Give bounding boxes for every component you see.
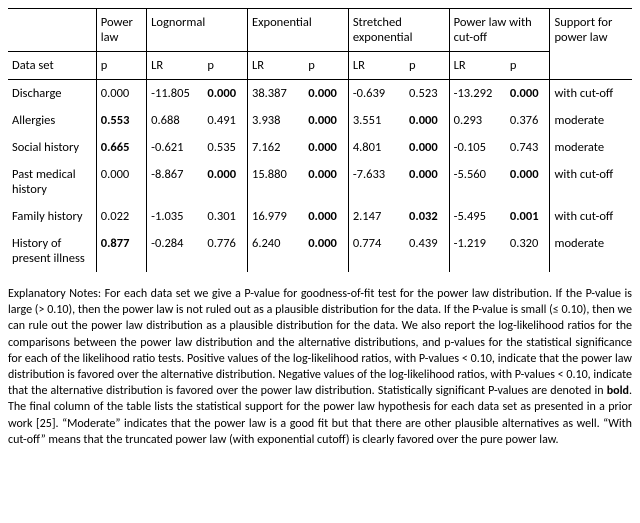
subcol-lr: LR xyxy=(449,52,506,80)
support-label: with cut-off xyxy=(550,161,632,203)
support-label: with cut-off xyxy=(550,80,632,108)
exponential-p: 0.000 xyxy=(304,80,348,108)
col-exponential: Exponential xyxy=(247,9,348,52)
support-label: moderate xyxy=(550,134,632,161)
exponential-p: 0.000 xyxy=(304,107,348,134)
powerlaw-p: 0.665 xyxy=(96,134,146,161)
exponential-p: 0.000 xyxy=(304,230,348,272)
stretched-lr: 2.147 xyxy=(348,203,405,230)
lognormal-lr: -1.035 xyxy=(147,203,204,230)
col-dataset: Data set xyxy=(8,52,96,80)
subcol-lr: LR xyxy=(147,52,204,80)
cutoff-p: 0.001 xyxy=(506,203,550,230)
table-row: Discharge0.000-11.8050.00038.3870.000-0.… xyxy=(8,80,632,108)
lognormal-lr: -8.867 xyxy=(147,161,204,203)
cutoff-lr: -5.495 xyxy=(449,203,506,230)
col-lognormal: Lognormal xyxy=(147,9,248,52)
exponential-p: 0.000 xyxy=(304,134,348,161)
support-label: moderate xyxy=(550,107,632,134)
stretched-p: 0.000 xyxy=(405,134,449,161)
dataset-label: History of present illness xyxy=(8,230,96,272)
stretched-p: 0.523 xyxy=(405,80,449,108)
cutoff-lr: -5.560 xyxy=(449,161,506,203)
dataset-label: Past medical history xyxy=(8,161,96,203)
subcol-lr: LR xyxy=(348,52,405,80)
table-row: History of present illness0.877-0.2840.7… xyxy=(8,230,632,272)
table-row: Allergies0.5530.6880.4913.9380.0003.5510… xyxy=(8,107,632,134)
lognormal-lr: -0.621 xyxy=(147,134,204,161)
exponential-p: 0.000 xyxy=(304,161,348,203)
subcol-p: p xyxy=(96,52,146,80)
col-support: Support for power law xyxy=(550,9,632,80)
subcol-p: p xyxy=(203,52,247,80)
cutoff-lr: 0.293 xyxy=(449,107,506,134)
cutoff-p: 0.743 xyxy=(506,134,550,161)
dataset-label: Social history xyxy=(8,134,96,161)
cutoff-lr: -13.292 xyxy=(449,80,506,108)
subcol-p: p xyxy=(304,52,348,80)
subcol-p: p xyxy=(405,52,449,80)
lognormal-p: 0.000 xyxy=(203,161,247,203)
support-label: with cut-off xyxy=(550,203,632,230)
powerlaw-p: 0.553 xyxy=(96,107,146,134)
exponential-lr: 16.979 xyxy=(247,203,304,230)
table-row: Family history0.022-1.0350.30116.9790.00… xyxy=(8,203,632,230)
exponential-lr: 3.938 xyxy=(247,107,304,134)
col-powerlaw: Power law xyxy=(96,9,146,52)
lognormal-lr: -11.805 xyxy=(147,80,204,108)
exponential-lr: 38.387 xyxy=(247,80,304,108)
cutoff-p: 0.376 xyxy=(506,107,550,134)
exponential-p: 0.000 xyxy=(304,203,348,230)
stretched-p: 0.439 xyxy=(405,230,449,272)
exponential-lr: 6.240 xyxy=(247,230,304,272)
lognormal-p: 0.301 xyxy=(203,203,247,230)
dataset-label: Family history xyxy=(8,203,96,230)
powerlaw-p: 0.000 xyxy=(96,80,146,108)
powerlaw-p: 0.000 xyxy=(96,161,146,203)
stretched-lr: 4.801 xyxy=(348,134,405,161)
powerlaw-p: 0.877 xyxy=(96,230,146,272)
explanatory-notes: Explanatory Notes: For each data set we … xyxy=(8,286,632,448)
lognormal-lr: 0.688 xyxy=(147,107,204,134)
stretched-p: 0.000 xyxy=(405,161,449,203)
table-row: Social history0.665-0.6210.5357.1620.000… xyxy=(8,134,632,161)
stretched-lr: -7.633 xyxy=(348,161,405,203)
lognormal-p: 0.535 xyxy=(203,134,247,161)
cutoff-lr: -1.219 xyxy=(449,230,506,272)
support-label: moderate xyxy=(550,230,632,272)
stretched-lr: -0.639 xyxy=(348,80,405,108)
cutoff-p: 0.320 xyxy=(506,230,550,272)
table-row: Past medical history0.000-8.8670.00015.8… xyxy=(8,161,632,203)
exponential-lr: 15.880 xyxy=(247,161,304,203)
cutoff-p: 0.000 xyxy=(506,161,550,203)
lognormal-p: 0.491 xyxy=(203,107,247,134)
stretched-p: 0.000 xyxy=(405,107,449,134)
lognormal-p: 0.000 xyxy=(203,80,247,108)
lognormal-p: 0.776 xyxy=(203,230,247,272)
lognormal-lr: -0.284 xyxy=(147,230,204,272)
stretched-lr: 3.551 xyxy=(348,107,405,134)
col-stretched: Stretched exponential xyxy=(348,9,449,52)
powerlaw-p: 0.022 xyxy=(96,203,146,230)
subcol-p: p xyxy=(506,52,550,80)
stretched-p: 0.032 xyxy=(405,203,449,230)
cutoff-p: 0.000 xyxy=(506,80,550,108)
col-cutoff: Power law with cut-off xyxy=(449,9,550,52)
dataset-label: Discharge xyxy=(8,80,96,108)
stretched-lr: 0.774 xyxy=(348,230,405,272)
dataset-label: Allergies xyxy=(8,107,96,134)
cutoff-lr: -0.105 xyxy=(449,134,506,161)
results-table: Power lawLognormalExponentialStretched e… xyxy=(8,8,632,272)
exponential-lr: 7.162 xyxy=(247,134,304,161)
subcol-lr: LR xyxy=(247,52,304,80)
